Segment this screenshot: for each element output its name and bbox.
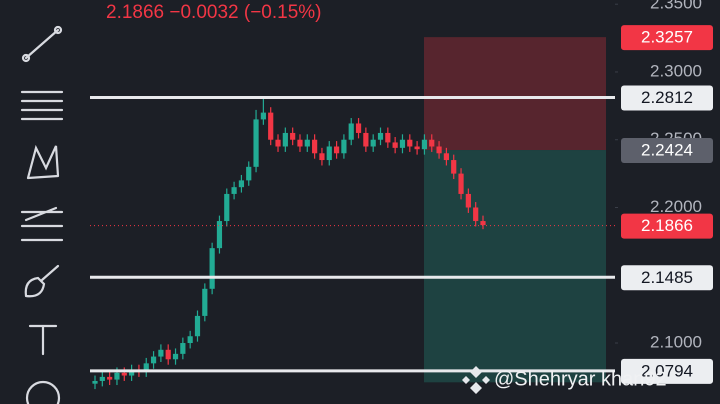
candle-body	[165, 349, 171, 360]
candle-body	[326, 146, 332, 161]
candle-body	[370, 139, 376, 147]
candle-body	[458, 173, 464, 194]
candle-body	[363, 132, 369, 147]
y-tick-label: 2.1000	[650, 332, 702, 351]
candle-body	[238, 180, 245, 188]
candle-body	[150, 356, 157, 364]
level-price-tag-bg	[621, 265, 713, 291]
level-price-tag-bg	[621, 358, 713, 384]
text-tool[interactable]	[28, 324, 58, 356]
candle-body	[282, 132, 288, 147]
candle-body	[209, 248, 215, 289]
candle-body	[216, 221, 223, 249]
candle-body	[407, 139, 413, 147]
stop-price-tag-bg	[621, 25, 713, 51]
candle-body	[107, 376, 113, 380]
level-price-tag: 2.0794	[641, 361, 693, 380]
candle-body	[202, 288, 208, 316]
level-price-tag-bg	[621, 85, 713, 111]
candle-body	[473, 207, 479, 222]
stop-price-tag: 2.3257	[641, 28, 693, 47]
candle-body	[121, 372, 127, 376]
candle-body	[355, 123, 362, 133]
candle-body	[429, 139, 435, 147]
candle-body	[268, 112, 274, 140]
candle-body	[392, 142, 398, 148]
candle-body	[480, 221, 486, 226]
candle-body	[341, 139, 347, 154]
watermark-text: @Shehryar khan92	[494, 368, 667, 390]
watermark-logo	[462, 366, 490, 394]
plot-area: 2.35002.30002.25002.20002.10002.32572.24…	[90, 0, 713, 390]
candle-body	[436, 146, 442, 154]
price-header: 2.1866 −0.0032 (−0.15%)	[106, 2, 322, 23]
candle-body	[99, 376, 105, 381]
entry-price-tag-bg	[621, 138, 713, 164]
emoji-tool[interactable]	[25, 380, 61, 404]
candle-body	[143, 363, 149, 372]
last-price-tag: 2.1866	[641, 216, 693, 235]
candle-body	[312, 139, 318, 154]
candle-body	[385, 132, 391, 143]
candle-body	[319, 153, 325, 161]
trend-line-tool[interactable]	[24, 28, 60, 60]
candle-body	[414, 146, 420, 150]
pattern-tool[interactable]	[26, 144, 60, 180]
y-tick-label: 2.3000	[650, 61, 702, 80]
target-zone	[424, 150, 606, 383]
last-price-tag-bg	[621, 213, 713, 239]
candle-body	[465, 193, 471, 208]
candle-body	[451, 160, 457, 174]
level-price-tag: 2.1485	[641, 268, 693, 287]
toolbar	[20, 25, 64, 404]
candle-body	[348, 123, 354, 140]
candle-body	[290, 132, 296, 140]
candle-body	[231, 187, 237, 194]
candle-body	[421, 139, 428, 150]
candle-body	[187, 336, 193, 344]
fib-tool[interactable]	[20, 90, 64, 121]
candle-body	[92, 380, 98, 384]
candle-body	[377, 132, 384, 140]
candle-body	[297, 139, 303, 147]
forecast-tool[interactable]	[20, 206, 64, 242]
candle-body	[180, 343, 186, 354]
candle-body	[443, 153, 449, 161]
candle-body	[246, 166, 252, 181]
candle-body	[114, 372, 120, 380]
candle-body	[399, 139, 406, 148]
candle-body	[129, 370, 135, 376]
candle-body	[172, 353, 179, 360]
candle-body	[260, 112, 266, 120]
y-tick-label: 2.2000	[650, 197, 702, 216]
y-tick-label: 2.3500	[650, 0, 702, 13]
stop-zone	[424, 37, 606, 151]
brush-tool[interactable]	[24, 264, 60, 298]
candle-body	[158, 349, 164, 357]
entry-price-tag: 2.2424	[641, 141, 693, 160]
candle-body	[333, 146, 340, 154]
candle-body	[224, 193, 230, 222]
candle-body	[194, 315, 201, 337]
watermark: @Shehryar khan92	[462, 366, 667, 394]
candle-body	[253, 119, 259, 167]
candle-body	[304, 139, 310, 147]
candle-body	[275, 139, 281, 147]
level-price-tag: 2.2812	[641, 88, 693, 107]
